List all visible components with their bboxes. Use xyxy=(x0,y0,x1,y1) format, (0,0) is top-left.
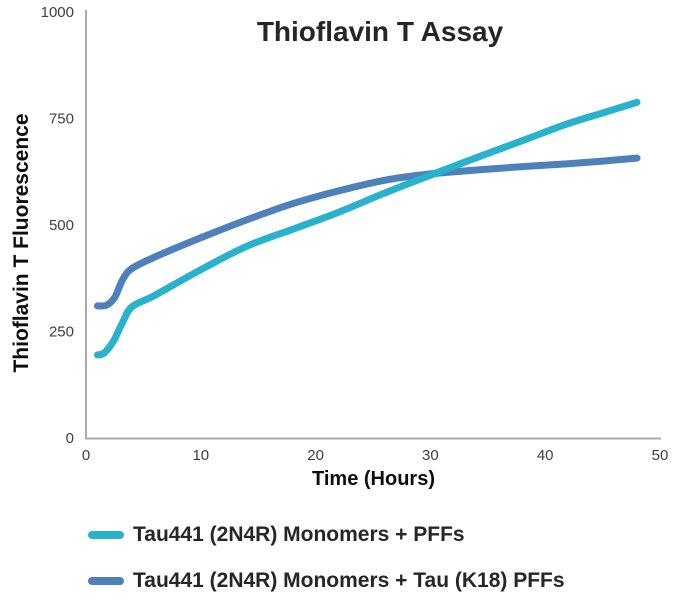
y-tick-label: 500 xyxy=(49,217,74,234)
x-tick-label: 20 xyxy=(307,447,324,464)
legend-swatch-blue-line xyxy=(88,577,124,585)
x-axis-title: Time (Hours) xyxy=(312,468,435,490)
series-line-0 xyxy=(94,98,641,359)
series-line-1 xyxy=(94,154,641,310)
y-tick-label: 0 xyxy=(66,430,74,447)
legend-swatch-cyan-line xyxy=(88,531,124,539)
legend-item-k18-pffs: Tau441 (2N4R) Monomers + Tau (K18) PFFs xyxy=(88,564,565,598)
x-tick-label: 30 xyxy=(422,447,439,464)
x-tick-label: 0 xyxy=(82,447,90,464)
plot-area: 0 250 500 750 1000 0 10 20 30 40 50 xyxy=(41,4,669,464)
legend: Tau441 (2N4R) Monomers + PFFs Tau441 (2N… xyxy=(88,518,565,600)
y-tick-label: 750 xyxy=(49,111,74,128)
y-tick-label: 1000 xyxy=(41,4,74,21)
chart-title: Thioflavin T Assay xyxy=(256,16,504,47)
x-tick-label: 40 xyxy=(537,447,554,464)
x-tick-label: 50 xyxy=(652,447,669,464)
legend-label-k18-pffs: Tau441 (2N4R) Monomers + Tau (K18) PFFs xyxy=(133,569,565,592)
legend-label-pffs: Tau441 (2N4R) Monomers + PFFs xyxy=(133,523,465,546)
y-tick-label: 250 xyxy=(49,324,74,341)
legend-item-pffs: Tau441 (2N4R) Monomers + PFFs xyxy=(88,518,565,552)
x-tick-label: 10 xyxy=(192,447,209,464)
